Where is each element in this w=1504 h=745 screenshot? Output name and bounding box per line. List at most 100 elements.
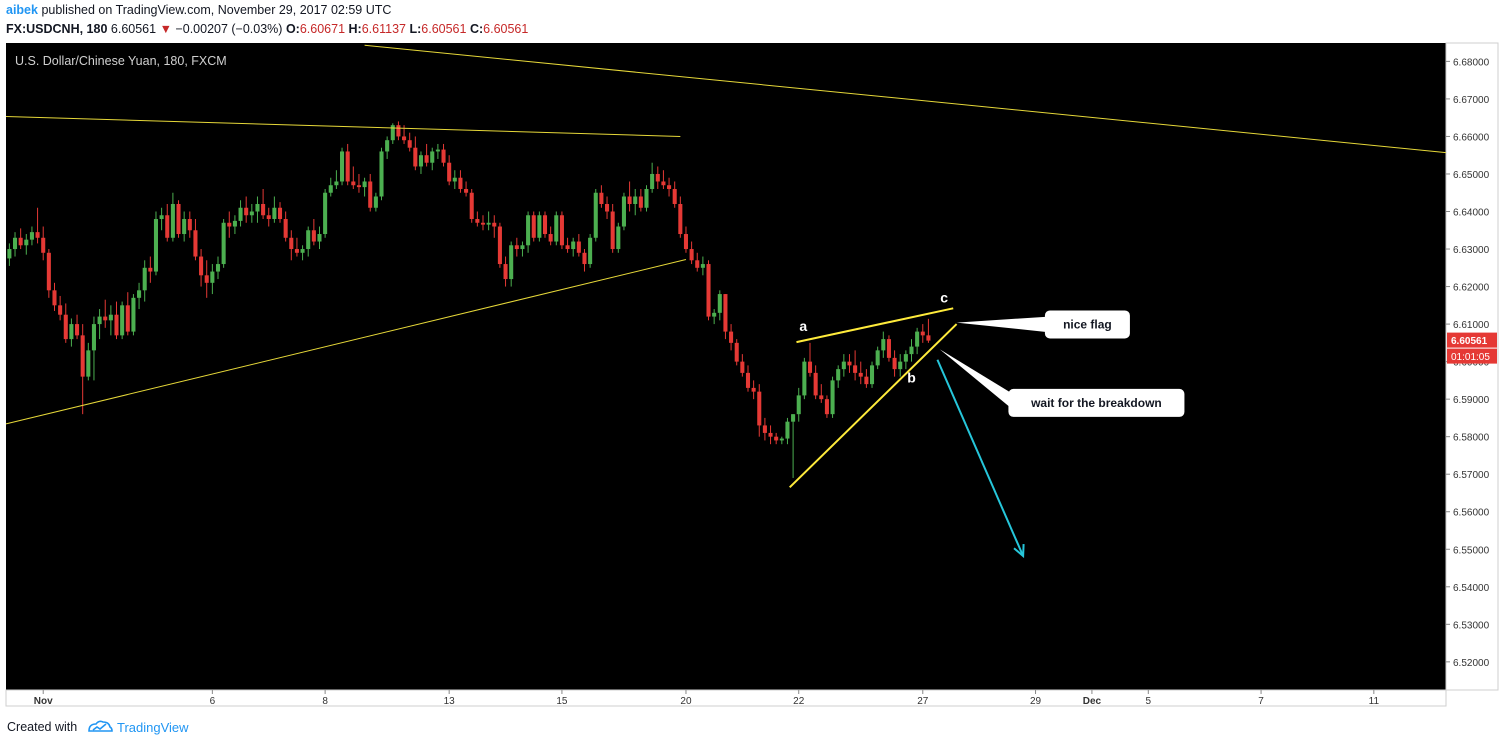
- candle-body: [661, 181, 666, 186]
- candle-body: [306, 230, 311, 250]
- candle: [734, 339, 739, 366]
- candle: [729, 324, 734, 351]
- candle-body: [700, 264, 705, 268]
- x-tick-label: 20: [680, 696, 692, 707]
- candle-body: [311, 230, 316, 242]
- price-axis[interactable]: [1445, 42, 1499, 691]
- candle-body: [249, 211, 254, 216]
- candle-body: [413, 147, 418, 167]
- candle-body: [836, 369, 841, 381]
- candle: [830, 376, 835, 418]
- candle-body: [853, 365, 858, 373]
- candle-body: [616, 226, 621, 250]
- callout[interactable]: wait for the breakdown: [939, 349, 1185, 417]
- candle: [605, 196, 610, 220]
- candle: [210, 264, 215, 295]
- x-tick-label: 29: [1030, 696, 1042, 707]
- high-label: H:: [348, 22, 362, 36]
- y-tick-label: 6.65000: [1453, 170, 1490, 181]
- candle: [441, 143, 446, 167]
- candle-body: [909, 346, 914, 355]
- callout[interactable]: nice flag: [956, 310, 1130, 339]
- candles: [7, 121, 931, 478]
- candle-body: [791, 414, 796, 422]
- candle: [407, 132, 412, 152]
- candle: [249, 203, 254, 223]
- candle: [103, 299, 108, 328]
- candle: [870, 361, 875, 388]
- candle-body: [689, 249, 694, 261]
- candle: [514, 237, 519, 257]
- candle: [853, 350, 858, 381]
- candle-body: [548, 234, 553, 242]
- candle: [548, 226, 553, 246]
- candle: [125, 292, 130, 336]
- candle-body: [565, 245, 570, 250]
- candle-body: [221, 222, 226, 265]
- candle-body: [379, 151, 384, 197]
- candle: [486, 211, 491, 231]
- candle-body: [390, 125, 395, 141]
- candle-body: [131, 297, 136, 332]
- candle: [204, 260, 209, 298]
- candle-body: [650, 173, 655, 189]
- candle-body: [464, 188, 469, 193]
- candle-body: [91, 324, 96, 351]
- callout-pointer: [939, 349, 1015, 411]
- candle-body: [892, 357, 897, 370]
- candle-body: [210, 271, 215, 283]
- time-axis[interactable]: [5, 689, 1447, 707]
- candle: [593, 188, 598, 242]
- candle: [24, 234, 29, 255]
- plot-area[interactable]: [6, 43, 1446, 690]
- candle-body: [255, 203, 260, 212]
- candle: [131, 294, 136, 336]
- candle-body: [176, 203, 181, 235]
- candle: [80, 324, 85, 415]
- candle-body: [903, 354, 908, 362]
- candle-body: [785, 421, 790, 439]
- wave-labels: a b c: [799, 289, 948, 385]
- candle-body: [864, 376, 869, 385]
- candle: [520, 241, 525, 257]
- candle: [807, 342, 813, 377]
- candle-body: [841, 361, 846, 370]
- candle-body: [824, 399, 829, 415]
- candle-body: [723, 294, 728, 332]
- candle: [69, 318, 74, 347]
- candle: [638, 188, 643, 212]
- candle-body: [266, 215, 271, 220]
- author-link[interactable]: aibek: [6, 3, 38, 17]
- y-tick-label: 6.68000: [1453, 57, 1490, 68]
- candle-body: [97, 316, 102, 325]
- candle-body: [69, 324, 74, 340]
- candle-body: [289, 237, 294, 250]
- candle-body: [58, 305, 63, 315]
- callouts: nice flag wait for the breakdown: [939, 310, 1185, 417]
- candle-body: [740, 361, 745, 373]
- ohlc-line: FX:USDCNH, 180 6.60561 ▼ −0.00207 (−0.03…: [6, 22, 528, 36]
- candle-body: [435, 149, 440, 152]
- candle: [509, 241, 514, 287]
- candle: [148, 256, 153, 283]
- candle-body: [418, 155, 424, 167]
- candle: [86, 342, 91, 381]
- candle-body: [7, 249, 12, 259]
- candle-body: [683, 234, 688, 250]
- x-tick-label: 7: [1258, 696, 1264, 707]
- tradingview-brand-link[interactable]: TradingView: [117, 720, 189, 735]
- candle-body: [193, 230, 198, 257]
- x-tick-label: 15: [556, 696, 568, 707]
- candle-body: [385, 140, 390, 152]
- candle: [886, 335, 891, 362]
- candle: [255, 196, 260, 223]
- candle: [41, 226, 46, 261]
- candle: [289, 230, 294, 261]
- candle: [531, 211, 536, 242]
- candle-body: [768, 432, 773, 437]
- candle-body: [717, 294, 722, 313]
- candle: [554, 211, 559, 246]
- candle: [723, 294, 728, 340]
- candle-body: [261, 203, 266, 216]
